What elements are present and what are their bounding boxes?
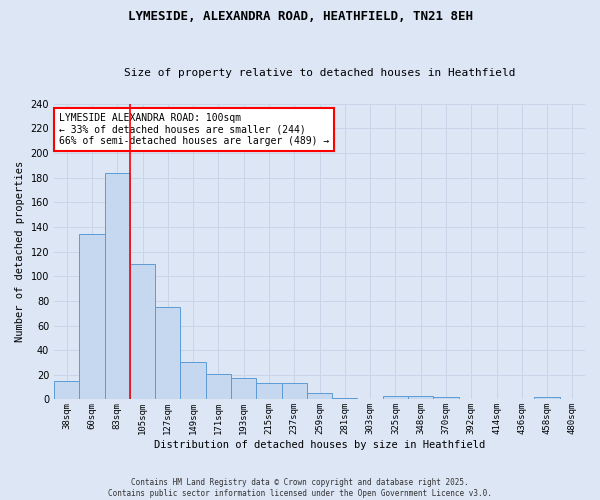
Text: Contains HM Land Registry data © Crown copyright and database right 2025.
Contai: Contains HM Land Registry data © Crown c… bbox=[108, 478, 492, 498]
Bar bbox=[231, 378, 256, 400]
Bar bbox=[383, 396, 408, 400]
Bar bbox=[181, 362, 206, 400]
Bar bbox=[155, 307, 181, 400]
Bar bbox=[54, 381, 79, 400]
Y-axis label: Number of detached properties: Number of detached properties bbox=[15, 161, 25, 342]
Bar bbox=[408, 396, 433, 400]
Bar bbox=[130, 264, 155, 400]
Bar bbox=[256, 384, 281, 400]
Bar bbox=[332, 398, 358, 400]
Text: LYMESIDE ALEXANDRA ROAD: 100sqm
← 33% of detached houses are smaller (244)
66% o: LYMESIDE ALEXANDRA ROAD: 100sqm ← 33% of… bbox=[59, 112, 329, 146]
Bar bbox=[104, 173, 130, 400]
Bar bbox=[206, 374, 231, 400]
Bar bbox=[79, 234, 104, 400]
Bar bbox=[307, 394, 332, 400]
Text: LYMESIDE, ALEXANDRA ROAD, HEATHFIELD, TN21 8EH: LYMESIDE, ALEXANDRA ROAD, HEATHFIELD, TN… bbox=[128, 10, 473, 23]
Bar bbox=[281, 384, 307, 400]
Bar bbox=[433, 397, 458, 400]
Bar bbox=[535, 397, 560, 400]
X-axis label: Distribution of detached houses by size in Heathfield: Distribution of detached houses by size … bbox=[154, 440, 485, 450]
Title: Size of property relative to detached houses in Heathfield: Size of property relative to detached ho… bbox=[124, 68, 515, 78]
